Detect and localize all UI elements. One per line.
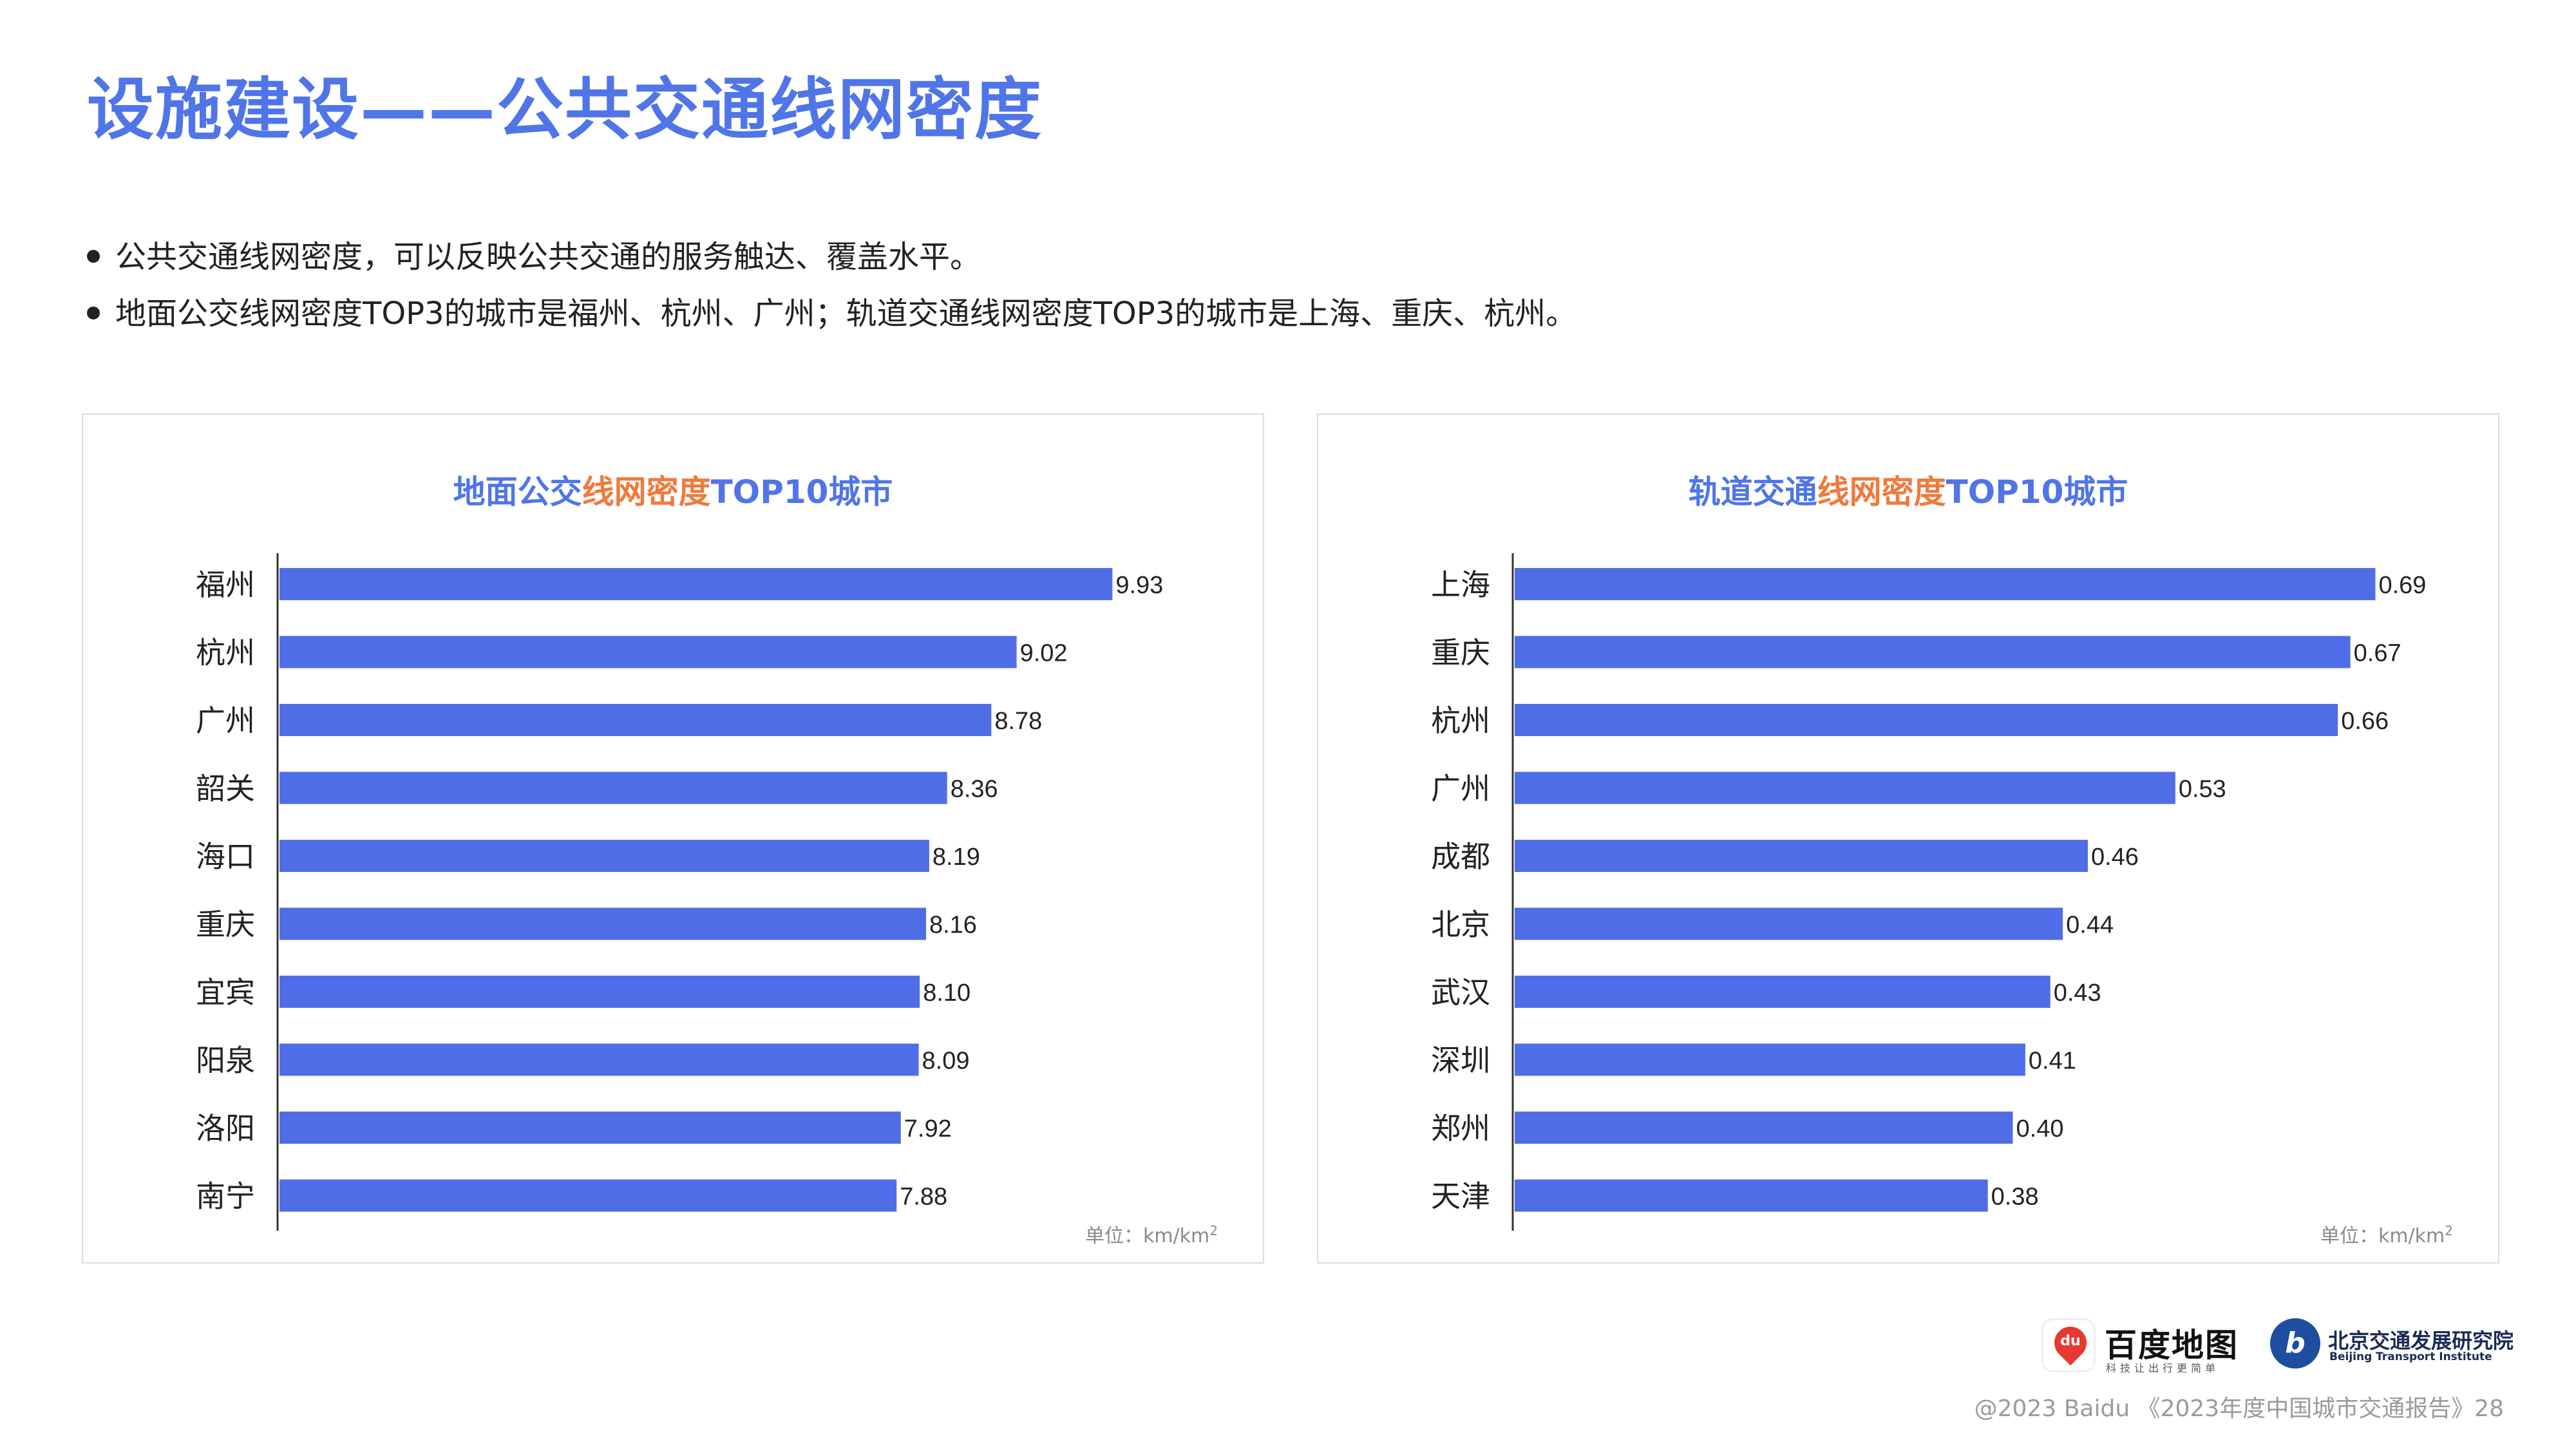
value-label: 0.40 <box>2016 1115 2064 1142</box>
chart-title-part: TOP10城市 <box>1946 473 2128 511</box>
bar-韶关 <box>279 772 947 804</box>
bar-阳泉 <box>279 1043 919 1076</box>
unit-superscript: 2 <box>2445 1223 2453 1238</box>
bar-chart-rail-transit: 上海 0.69 重庆 0.67 杭州 0.66 广州 0.53 成都 0.46 北京 0.44 武汉 0.… <box>1431 553 2426 1231</box>
bar-宜宾 <box>279 976 920 1008</box>
value-label: 8.10 <box>923 980 971 1007</box>
value-label: 9.02 <box>1020 640 1068 667</box>
chart-title-part: 地面公交 <box>453 473 582 511</box>
bullet-dot-icon <box>87 307 100 319</box>
bar-福州 <box>279 568 1113 600</box>
bar-武汉 <box>1515 976 2050 1008</box>
category-label: 上海 <box>1431 567 1490 602</box>
value-label: 0.69 <box>2378 572 2426 599</box>
unit-label: 单位：km/km2 <box>1085 1220 1218 1248</box>
baidu-maps-pin-icon: du <box>2041 1318 2096 1372</box>
bar-海口 <box>279 840 929 872</box>
bar-广州 <box>1515 772 2175 804</box>
category-label: 深圳 <box>1431 1043 1490 1078</box>
value-label: 0.43 <box>2054 980 2101 1007</box>
baidu-maps-name: 百度地图 <box>2105 1327 2239 1364</box>
value-label: 9.93 <box>1115 572 1163 599</box>
category-label: 郑州 <box>1431 1111 1490 1146</box>
baidu-maps-logo: du 百度地图 科技让出行更简单 <box>2041 1311 2248 1375</box>
value-label: 8.19 <box>933 844 980 871</box>
bar-广州 <box>279 704 992 736</box>
category-label: 广州 <box>196 703 255 738</box>
bar-上海 <box>1515 568 2376 600</box>
chart-panel-surface-bus: 地面公交线网密度TOP10城市 福州 9.93 杭州 9.02 广州 8.78 韶关 8.36… <box>82 413 1264 1264</box>
value-label: 8.16 <box>929 912 977 939</box>
chart-title: 轨道交通线网密度TOP10城市 <box>1318 473 2498 511</box>
bar-北京 <box>1515 907 2063 940</box>
bullet-dot-icon <box>87 250 100 263</box>
category-label: 海口 <box>196 839 255 874</box>
bar-天津 <box>1515 1179 1988 1212</box>
bullet-text: 地面公交线网密度TOP3的城市是福州、杭州、广州；轨道交通线网密度TOP3的城市… <box>115 296 1577 332</box>
category-label: 洛阳 <box>196 1111 255 1146</box>
footer-credit: @2023 Baidu 《2023年度中国城市交通报告》28 <box>1974 1396 2504 1422</box>
category-label: 杭州 <box>1431 703 1490 738</box>
bar-郑州 <box>1515 1112 2013 1144</box>
value-label: 7.88 <box>900 1184 947 1211</box>
category-label: 成都 <box>1431 839 1490 874</box>
category-label: 宜宾 <box>196 975 255 1010</box>
unit-superscript: 2 <box>1209 1223 1218 1238</box>
unit-text: 单位：km/km <box>1084 1225 1210 1247</box>
chart-title: 地面公交线网密度TOP10城市 <box>83 473 1263 511</box>
category-label: 重庆 <box>196 907 255 942</box>
bti-logo: b 北京交通发展研究院 Beijing Transport Institute <box>2270 1311 2576 1375</box>
category-label: 广州 <box>1431 772 1490 806</box>
category-label: 武汉 <box>1431 975 1490 1010</box>
value-label: 0.41 <box>2029 1048 2076 1075</box>
value-label: 8.36 <box>951 776 998 803</box>
chart-title-highlight: 线网密度 <box>1817 473 1946 511</box>
bti-emblem-icon <box>2270 1318 2320 1368</box>
chart-title-highlight: 线网密度 <box>582 473 711 511</box>
bar-南宁 <box>279 1179 897 1212</box>
value-label: 0.53 <box>2179 776 2226 803</box>
bullet-list: 公共交通线网密度，可以反映公共交通的服务触达、覆盖水平。 地面公交线网密度TOP… <box>87 229 1577 342</box>
value-label: 8.09 <box>922 1048 970 1075</box>
bti-mark-text: b <box>2285 1327 2306 1359</box>
value-label: 0.66 <box>2341 708 2389 735</box>
bar-杭州 <box>1515 704 2338 736</box>
bar-重庆 <box>1515 636 2351 668</box>
value-label: 8.78 <box>994 708 1042 735</box>
chart-title-part: TOP10城市 <box>710 473 893 511</box>
value-label: 0.67 <box>2354 640 2401 667</box>
category-label: 福州 <box>196 567 255 602</box>
page-title: 设施建设——公共交通线网密度 <box>87 70 1043 149</box>
bti-english-name: Beijing Transport Institute <box>2329 1350 2492 1363</box>
bar-chart-surface-bus: 福州 9.93 杭州 9.02 广州 8.78 韶关 8.36 海口 8.19 重庆 8.16 宜宾 8.… <box>196 553 1163 1231</box>
category-label: 北京 <box>1431 907 1490 942</box>
bullet-item: 公共交通线网密度，可以反映公共交通的服务触达、覆盖水平。 <box>87 229 1577 285</box>
bti-name: 北京交通发展研究院 <box>2328 1329 2514 1353</box>
value-label: 0.44 <box>2066 912 2114 939</box>
category-label: 阳泉 <box>196 1043 255 1078</box>
category-label: 重庆 <box>1431 636 1490 670</box>
bullet-text: 公共交通线网密度，可以反映公共交通的服务触达、覆盖水平。 <box>115 239 981 275</box>
bullet-item: 地面公交线网密度TOP3的城市是福州、杭州、广州；轨道交通线网密度TOP3的城市… <box>87 285 1577 342</box>
bar-重庆 <box>279 907 926 940</box>
category-label: 韶关 <box>196 772 255 806</box>
bar-杭州 <box>279 636 1017 668</box>
value-label: 0.46 <box>2091 844 2139 871</box>
bar-成都 <box>1515 840 2088 872</box>
unit-label: 单位：km/km2 <box>2320 1220 2453 1248</box>
bar-洛阳 <box>279 1112 901 1144</box>
bar-深圳 <box>1515 1043 2025 1076</box>
category-label: 天津 <box>1431 1179 1490 1214</box>
chart-title-part: 轨道交通 <box>1688 473 1817 511</box>
category-label: 南宁 <box>196 1179 255 1214</box>
value-label: 7.92 <box>904 1115 952 1142</box>
chart-panel-rail-transit: 轨道交通线网密度TOP10城市 上海 0.69 重庆 0.67 杭州 0.66 广州 0.53… <box>1317 413 2499 1264</box>
category-label: 杭州 <box>196 636 255 670</box>
unit-text: 单位：km/km <box>2320 1225 2445 1247</box>
baidu-maps-slogan: 科技让出行更简单 <box>2106 1362 2220 1374</box>
baidu-mark-text: du <box>2060 1333 2081 1349</box>
value-label: 0.38 <box>1991 1184 2039 1211</box>
